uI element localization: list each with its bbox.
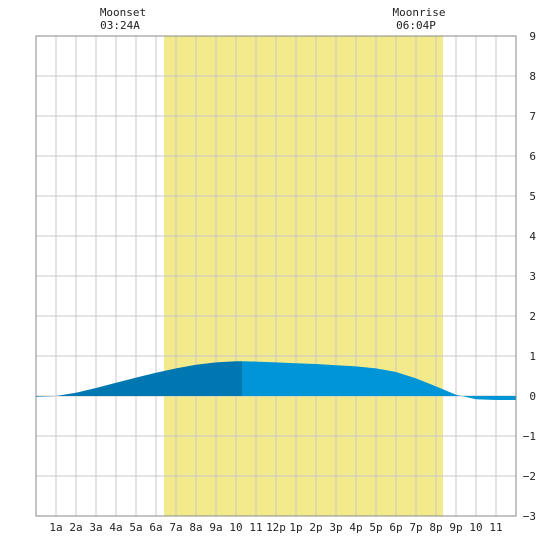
x-tick-label: 12p xyxy=(266,521,286,534)
x-tick-label: 6a xyxy=(149,521,162,534)
x-tick-label: 8a xyxy=(189,521,202,534)
x-tick-label: 11 xyxy=(249,521,262,534)
y-tick-label: 6 xyxy=(529,150,536,163)
x-tick-label: 1a xyxy=(49,521,62,534)
y-tick-label: 5 xyxy=(529,190,536,203)
moonset-label: Moonset xyxy=(100,6,146,19)
moonset-time: 03:24A xyxy=(100,19,140,32)
tide-area-falling xyxy=(242,361,516,400)
x-tick-label: 5a xyxy=(129,521,142,534)
x-tick-label: 10 xyxy=(469,521,482,534)
x-tick-label: 6p xyxy=(389,521,402,534)
y-tick-label: 3 xyxy=(529,270,536,283)
x-tick-label: 2p xyxy=(309,521,322,534)
y-tick-label: 0 xyxy=(529,390,536,403)
x-tick-label: 4p xyxy=(349,521,362,534)
y-tick-label: 1 xyxy=(529,350,536,363)
y-axis-labels: 9 8 7 6 5 4 3 2 1 0 −1 −2 −3 xyxy=(523,30,537,523)
x-tick-label: 7a xyxy=(169,521,182,534)
moonrise-time: 06:04P xyxy=(396,19,436,32)
x-tick-label: 4a xyxy=(109,521,122,534)
y-tick-label: 9 xyxy=(529,30,536,43)
y-tick-label: −2 xyxy=(523,470,536,483)
y-tick-label: 7 xyxy=(529,110,536,123)
y-tick-label: −3 xyxy=(523,510,536,523)
x-axis-labels: 1a 2a 3a 4a 5a 6a 7a 8a 9a 10 11 12p 1p 2p 3p 4p 5p 6p 7p 8… xyxy=(49,521,502,534)
x-tick-label: 8p xyxy=(429,521,442,534)
x-tick-label: 5p xyxy=(369,521,382,534)
x-tick-label: 2a xyxy=(69,521,82,534)
x-tick-label: 3p xyxy=(329,521,342,534)
x-tick-label: 3a xyxy=(89,521,102,534)
y-tick-label: 2 xyxy=(529,310,536,323)
x-tick-label: 9a xyxy=(209,521,222,534)
x-tick-label: 11 xyxy=(489,521,502,534)
y-tick-label: 4 xyxy=(529,230,536,243)
plot-frame xyxy=(35,35,517,517)
y-tick-label: −1 xyxy=(523,430,536,443)
plot-area xyxy=(35,35,517,517)
x-tick-label: 9p xyxy=(449,521,462,534)
y-tick-label: 8 xyxy=(529,70,536,83)
x-tick-label: 1p xyxy=(289,521,302,534)
tide-area-rising xyxy=(36,361,242,397)
x-tick-label: 10 xyxy=(229,521,242,534)
x-tick-label: 7p xyxy=(409,521,422,534)
moonrise-label: Moonrise xyxy=(393,6,446,19)
